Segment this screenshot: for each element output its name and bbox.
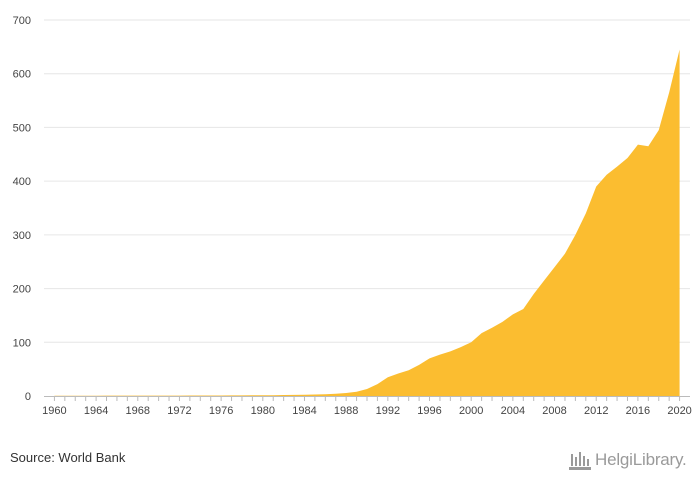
library-columns-icon (569, 452, 591, 470)
y-tick-label: 500 (13, 122, 31, 134)
x-axis-tick-labels: 1960 1964 1968 1972 1976 1980 1984 1988 1992 1996… (42, 405, 692, 417)
x-tick-label: 1992 (376, 405, 400, 417)
y-tick-label: 0 (25, 391, 31, 403)
y-tick-label: 700 (13, 15, 31, 27)
x-tick-label: 1968 (126, 405, 150, 417)
area-series (54, 49, 680, 396)
x-axis-ticks (53, 396, 681, 401)
x-tick-label: 1964 (84, 405, 108, 417)
y-tick-label: 600 (13, 69, 31, 81)
x-tick-label: 2004 (501, 405, 525, 417)
x-tick-label: 2008 (542, 405, 566, 417)
source-note: Source: World Bank (10, 450, 126, 465)
brand-logo: HelgiLibrary. (568, 448, 687, 472)
x-tick-label: 1960 (42, 405, 66, 417)
y-tick-label: 400 (13, 176, 31, 188)
brand-name: HelgiLibrary. (595, 450, 687, 469)
x-tick-label: 2000 (459, 405, 483, 417)
y-tick-label: 100 (13, 337, 31, 349)
y-tick-label: 200 (13, 284, 31, 296)
y-axis-tick-labels: 0 100 200 300 400 500 600 700 (13, 15, 31, 403)
x-tick-label: 1972 (167, 405, 191, 417)
x-tick-label: 1988 (334, 405, 358, 417)
x-tick-label: 1980 (251, 405, 275, 417)
x-tick-label: 2012 (584, 405, 608, 417)
gridlines (44, 19, 690, 343)
x-tick-label: 1984 (292, 405, 316, 417)
x-tick-label: 1976 (209, 405, 233, 417)
x-tick-label: 2020 (667, 405, 691, 417)
x-tick-label: 2016 (626, 405, 650, 417)
y-tick-label: 300 (13, 230, 31, 242)
x-tick-label: 1996 (417, 405, 441, 417)
